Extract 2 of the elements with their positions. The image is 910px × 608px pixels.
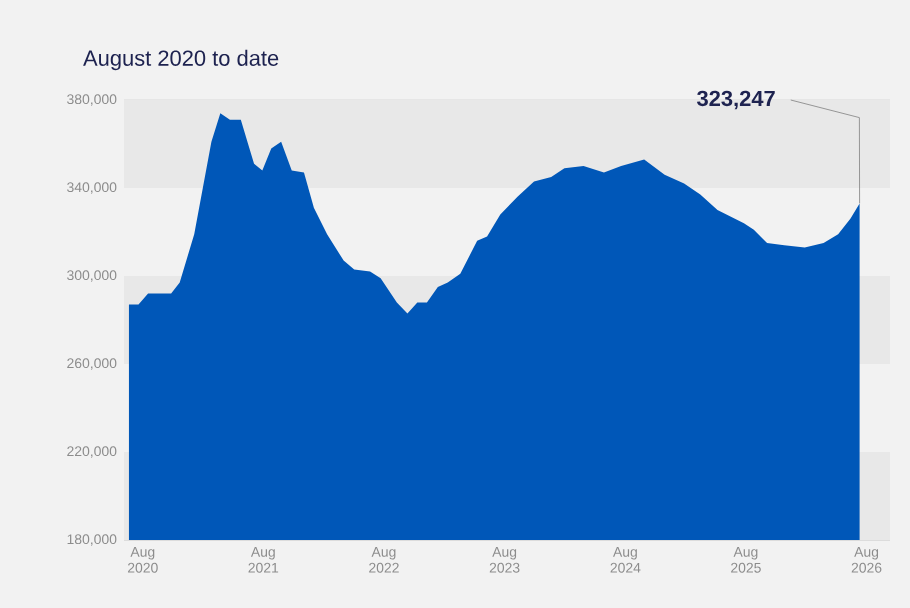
annotation: 323,247 (697, 90, 775, 110)
chart-title: August 2020 to date (83, 49, 279, 71)
